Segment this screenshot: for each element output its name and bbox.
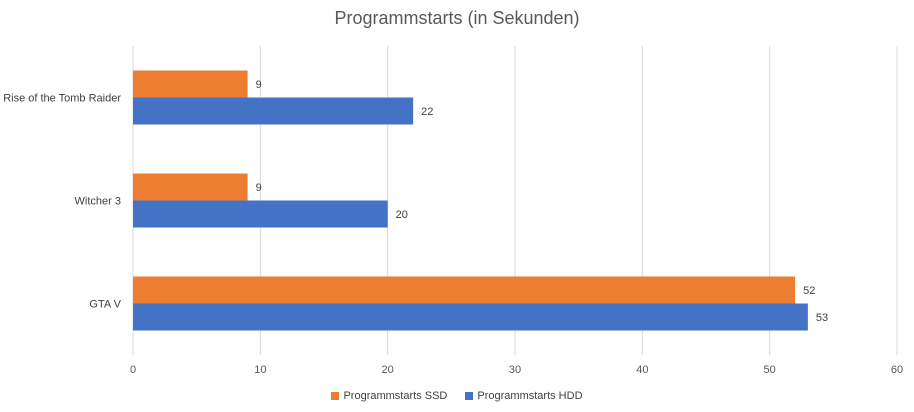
x-tick-label: 50: [764, 364, 776, 376]
legend: Programmstarts SSD Programmstarts HDD: [0, 390, 914, 402]
data-label: 20: [396, 209, 408, 221]
bar: [133, 200, 388, 228]
bar: [133, 303, 808, 331]
bar: [133, 97, 414, 125]
x-tick-label: 0: [130, 364, 136, 376]
bar: [133, 70, 248, 98]
legend-item-ssd: Programmstarts SSD: [331, 390, 447, 402]
legend-item-hdd: Programmstarts HDD: [465, 390, 583, 402]
x-tick-label: 60: [891, 364, 903, 376]
bar: [133, 173, 248, 201]
data-label: 9: [256, 182, 262, 194]
data-label: 22: [421, 106, 433, 118]
category-label: Witcher 3: [75, 196, 121, 208]
chart-title: Programmstarts (in Sekunden): [334, 8, 580, 28]
category-label: GTA V: [89, 299, 121, 311]
legend-label-hdd: Programmstarts HDD: [477, 390, 583, 402]
data-label: 9: [256, 79, 262, 91]
bar: [133, 276, 796, 304]
legend-swatch-hdd: [465, 392, 474, 400]
x-tick-label: 10: [254, 364, 266, 376]
x-tick-label: 30: [509, 364, 521, 376]
data-label: 53: [816, 312, 828, 324]
category-label: Rise of the Tomb Raider: [3, 93, 121, 105]
x-tick-label: 20: [382, 364, 394, 376]
legend-swatch-ssd: [331, 392, 340, 400]
x-tick-label: 40: [636, 364, 648, 376]
legend-label-ssd: Programmstarts SSD: [343, 390, 448, 402]
data-label: 52: [803, 285, 815, 297]
